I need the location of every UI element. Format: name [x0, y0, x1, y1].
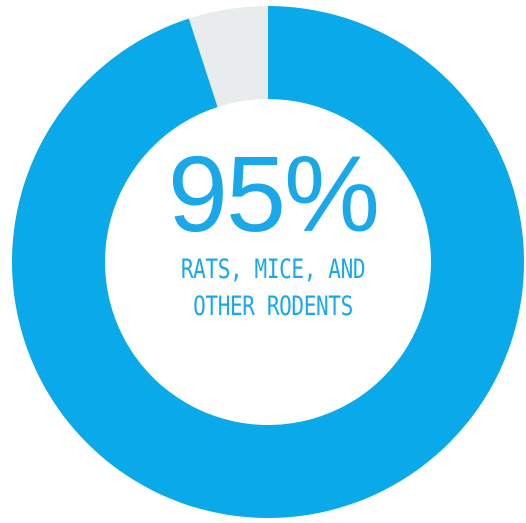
donut-slice-remainder — [188, 6, 268, 107]
caption-line-2: OTHER RODENTS — [193, 291, 353, 323]
percent-value: 95% — [167, 133, 380, 254]
center-label: 95% RATS, MICE, AND OTHER RODENTS — [128, 133, 418, 323]
caption-line-1: RATS, MICE, AND — [180, 254, 366, 285]
donut-slice-main — [11, 6, 524, 518]
